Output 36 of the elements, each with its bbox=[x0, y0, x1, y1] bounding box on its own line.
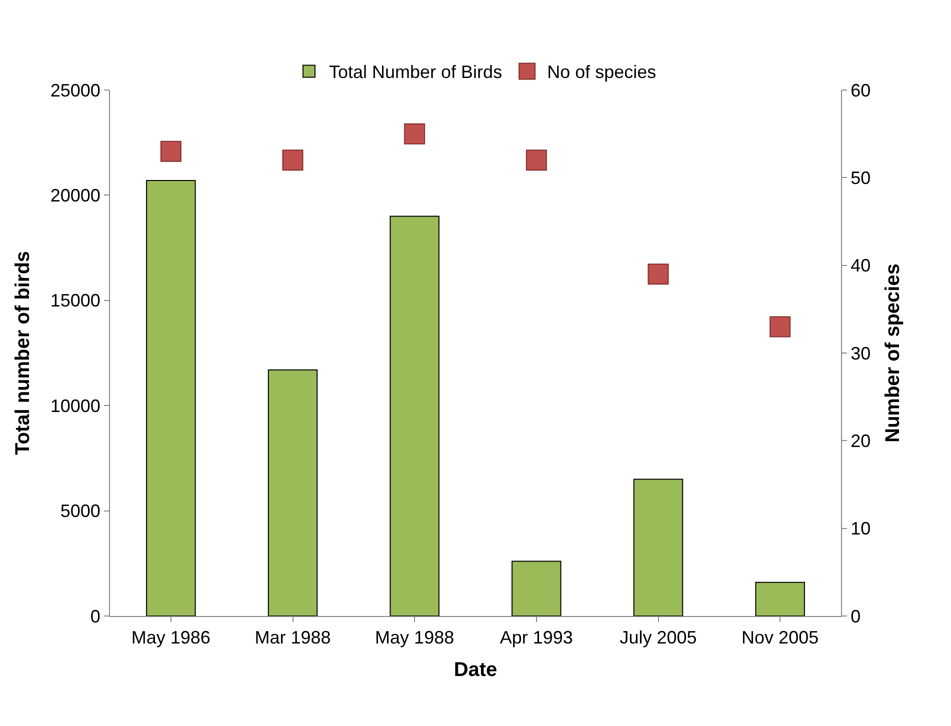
x-tick-label: Mar 1988 bbox=[254, 628, 331, 648]
y2-tick-label: 40 bbox=[850, 256, 871, 276]
y-tick-label: 20000 bbox=[50, 186, 100, 206]
point bbox=[282, 150, 304, 171]
y2-tick-label: 50 bbox=[850, 168, 871, 188]
point bbox=[770, 316, 791, 338]
y2-tick-label: 20 bbox=[850, 430, 871, 451]
x-tick-label: May 1986 bbox=[131, 628, 210, 648]
bar bbox=[268, 369, 318, 616]
point bbox=[160, 140, 182, 162]
y-tick-label: 10000 bbox=[50, 396, 100, 416]
bar bbox=[390, 216, 440, 616]
x-tick-label: Apr 1993 bbox=[500, 628, 573, 648]
y-tick-label: 5000 bbox=[60, 501, 100, 522]
y2-tick-label: 0 bbox=[850, 606, 861, 626]
legend-label: Total Number of Birds bbox=[329, 62, 502, 82]
x-tick-label: Nov 2005 bbox=[742, 628, 819, 648]
y-axis-title: Total number of birds bbox=[12, 250, 34, 456]
bar bbox=[512, 560, 562, 616]
y2-tick-label: 30 bbox=[850, 343, 871, 364]
y-tick-label: 25000 bbox=[50, 80, 100, 100]
point bbox=[648, 264, 669, 285]
x-tick-label: May 1988 bbox=[375, 628, 454, 648]
y-tick-label: 15000 bbox=[50, 290, 100, 311]
bar bbox=[146, 180, 196, 616]
bar bbox=[633, 478, 684, 616]
point bbox=[526, 150, 547, 171]
bar bbox=[755, 582, 805, 616]
y2-axis-title: Number of species bbox=[882, 264, 904, 442]
y-tick-label: 0 bbox=[90, 606, 100, 626]
legend-label: No of species bbox=[547, 62, 656, 82]
point bbox=[404, 123, 426, 144]
y2-tick-label: 60 bbox=[850, 80, 871, 100]
x-axis-title: Date bbox=[454, 659, 498, 682]
x-tick-label: July 2005 bbox=[620, 628, 697, 648]
y2-tick-label: 10 bbox=[850, 518, 871, 539]
